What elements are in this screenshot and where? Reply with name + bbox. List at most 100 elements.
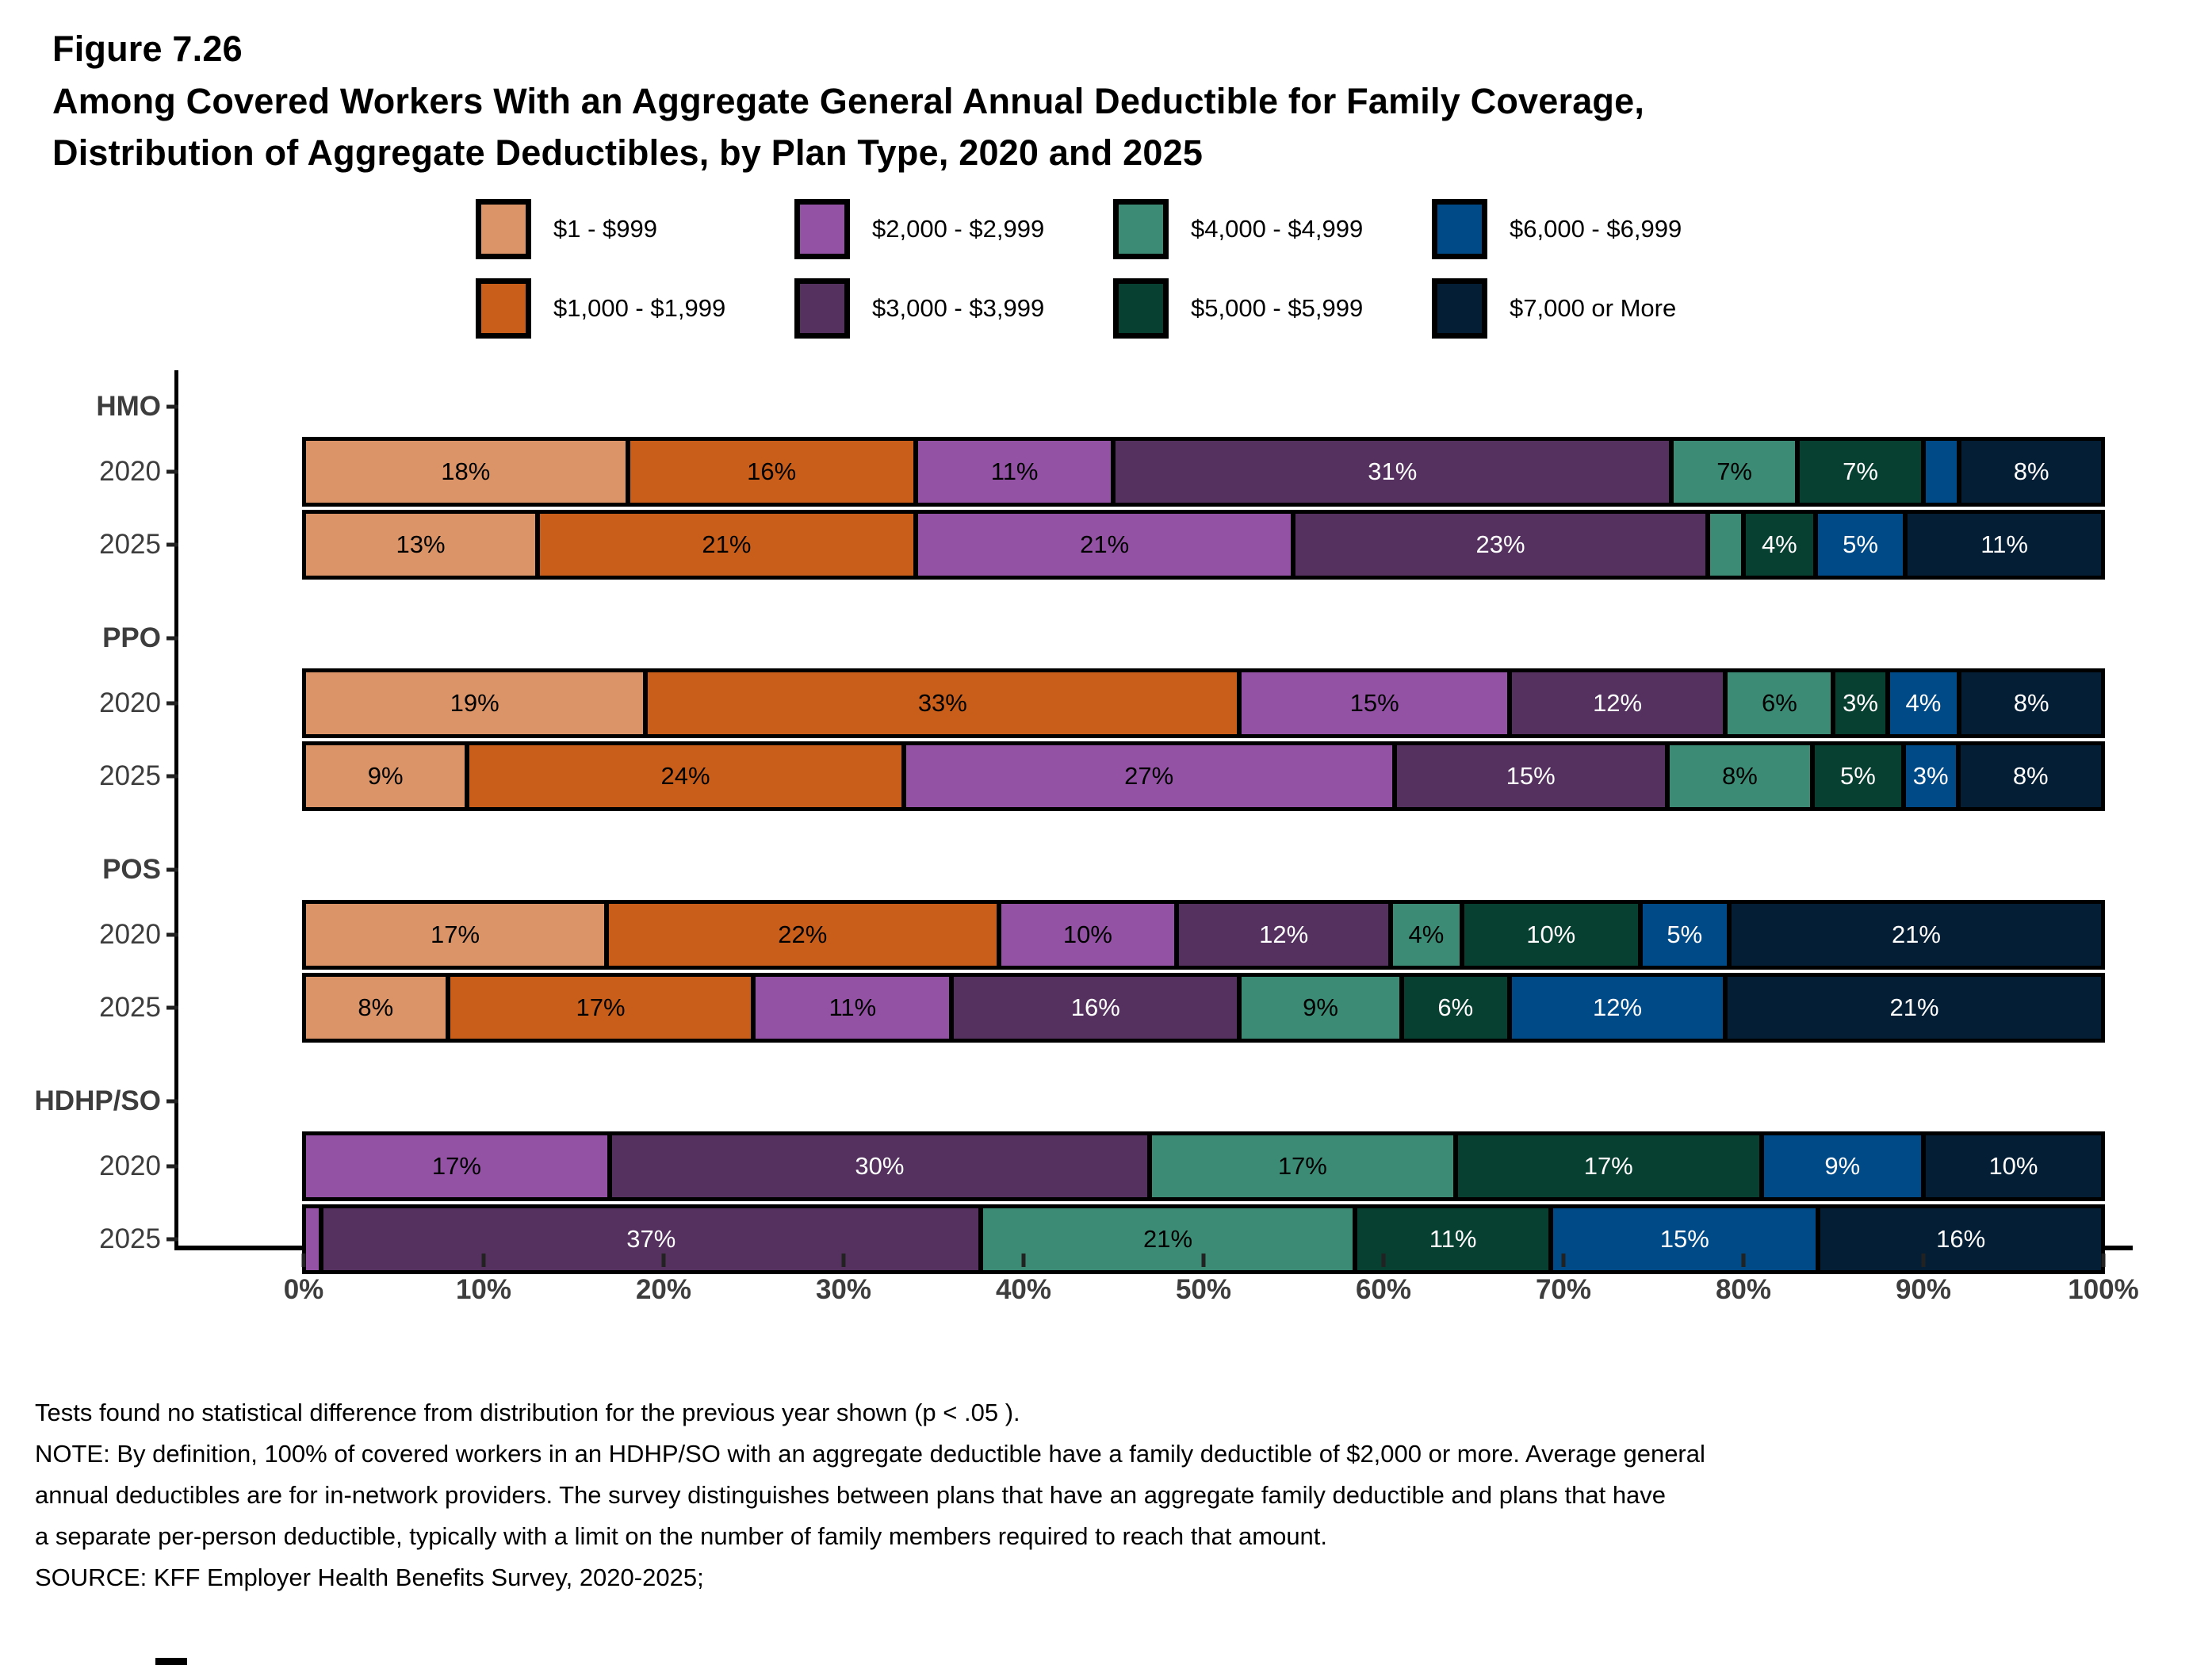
segment-value-label: 11% xyxy=(990,457,1039,486)
segment-value-label: 6% xyxy=(1437,993,1474,1022)
bar-segment: 8% xyxy=(304,974,448,1042)
bar-segment: 27% xyxy=(903,743,1395,810)
bar-row: 2020 17% 30% 17% 17% 9% 10% xyxy=(99,1133,2133,1200)
legend-swatch xyxy=(1113,278,1169,339)
axis-tick xyxy=(166,1099,178,1104)
axis-tick xyxy=(166,932,178,937)
segment-value-label: 15% xyxy=(1349,689,1399,718)
x-axis: 0% 10% 20% 30% 40% 50% 60% 70% 80% 90% 100% xyxy=(178,1250,2139,1330)
legend-item: $2,000 - $2,999 xyxy=(794,199,1099,260)
bar-segment: 21% xyxy=(915,511,1294,579)
segment-value-label: 21% xyxy=(702,530,752,559)
legend-label: $7,000 or More xyxy=(1510,294,1677,323)
stacked-bar-pos-2025: 8% 17% 11% 16% 9% 6% 12% 21% xyxy=(304,974,2103,1042)
bar-segment: 17% xyxy=(1455,1133,1762,1200)
x-axis-tick-label: 50% xyxy=(1175,1274,1232,1306)
axis-tick xyxy=(166,1164,178,1169)
year-label: 2020 xyxy=(99,919,161,951)
bar-segment: 12% xyxy=(1509,670,1726,737)
plot-rows: HMO 2020 18% 16% 11% 31% 7% 7% 8% 2025 13% 21% 21% 23… xyxy=(35,386,2133,1273)
legend-swatch xyxy=(476,278,531,339)
bar-segment: 5% xyxy=(1815,511,1906,579)
chart-title-line-2: Distribution of Aggregate Deductibles, b… xyxy=(52,132,1204,174)
group-label-row: HMO xyxy=(96,386,2133,427)
legend-item: $3,000 - $3,999 xyxy=(794,278,1099,339)
bar-segment: 21% xyxy=(538,511,916,579)
bar-row: 2020 19% 33% 15% 12% 6% 3% 4% 8% xyxy=(99,670,2133,737)
legend-item: $1,000 - $1,999 xyxy=(476,278,780,339)
x-axis-tick xyxy=(1561,1254,1566,1268)
legend-label: $5,000 - $5,999 xyxy=(1191,294,1364,323)
x-axis-tick-label: 20% xyxy=(635,1274,692,1306)
x-axis-tick-label: 80% xyxy=(1715,1274,1772,1306)
bar-segment: 21% xyxy=(981,1206,1356,1273)
legend-item: $4,000 - $4,999 xyxy=(1113,199,1418,260)
group-label-row: POS xyxy=(102,849,2133,890)
segment-value-label: 9% xyxy=(367,762,404,790)
bar-segment: 11% xyxy=(753,974,952,1042)
x-axis-tick xyxy=(1381,1254,1386,1268)
year-label: 2020 xyxy=(99,1150,161,1182)
year-label: 2025 xyxy=(99,1223,161,1255)
bar-segment xyxy=(1923,438,1960,506)
axis-tick xyxy=(166,1237,178,1242)
x-axis-tick-label: 30% xyxy=(815,1274,872,1306)
segment-value-label: 17% xyxy=(431,1152,481,1181)
bar-segment: 3% xyxy=(1833,670,1888,737)
footnotes: Tests found no statistical difference fr… xyxy=(35,1392,2212,1598)
segment-value-label: 17% xyxy=(1277,1152,1327,1181)
bar-segment: 21% xyxy=(1725,974,2103,1042)
segment-value-label: 5% xyxy=(1667,921,1703,949)
segment-value-label: 21% xyxy=(1143,1225,1193,1254)
segment-value-label: 19% xyxy=(450,689,499,718)
segment-value-label: 24% xyxy=(660,762,710,790)
segment-value-label: 12% xyxy=(1593,689,1643,718)
bar-segment: 7% xyxy=(1797,438,1923,506)
legend-label: $4,000 - $4,999 xyxy=(1191,215,1364,243)
x-axis-tick xyxy=(1741,1254,1746,1268)
bar-segment: 37% xyxy=(321,1206,982,1273)
year-label: 2020 xyxy=(99,687,161,719)
bar-segment: 10% xyxy=(1461,901,1640,969)
x-axis-tick xyxy=(2101,1254,2106,1268)
bar-segment: 4% xyxy=(1390,901,1462,969)
legend: $1 - $999 $2,000 - $2,999 $4,000 - $4,999 $… xyxy=(476,199,1736,339)
year-label: 2025 xyxy=(99,992,161,1024)
x-axis-tick xyxy=(661,1254,666,1268)
bar-segment: 4% xyxy=(1743,511,1816,579)
segment-value-label: 9% xyxy=(1824,1152,1861,1181)
year-label: 2025 xyxy=(99,529,161,561)
footnote-note-3: a separate per-person deductible, typica… xyxy=(35,1522,1328,1551)
segment-value-label: 4% xyxy=(1408,921,1445,949)
segment-value-label: 13% xyxy=(396,530,446,559)
segment-value-label: 8% xyxy=(358,993,394,1022)
legend-item: $7,000 or More xyxy=(1432,278,1736,339)
bar-row: 2020 18% 16% 11% 31% 7% 7% 8% xyxy=(99,438,2133,506)
segment-value-label: 23% xyxy=(1475,530,1525,559)
segment-value-label: 21% xyxy=(1080,530,1130,559)
bar-segment xyxy=(1707,511,1743,579)
x-axis-tick xyxy=(841,1254,846,1268)
legend-item: $1 - $999 xyxy=(476,199,780,260)
bar-segment: 6% xyxy=(1725,670,1834,737)
segment-value-label: 16% xyxy=(747,457,797,486)
segment-value-label: 22% xyxy=(778,921,828,949)
plan-label: PPO xyxy=(102,622,161,654)
x-axis-tick-label: 0% xyxy=(283,1274,324,1306)
bar-segment: 30% xyxy=(609,1133,1150,1200)
bar-segment: 19% xyxy=(304,670,646,737)
bar-segment: 17% xyxy=(304,901,607,969)
segment-value-label: 3% xyxy=(1912,762,1949,790)
bar-segment: 15% xyxy=(1239,670,1510,737)
segment-value-label: 18% xyxy=(441,457,491,486)
bar-segment: 16% xyxy=(627,438,916,506)
x-axis-tick-label: 70% xyxy=(1535,1274,1592,1306)
segment-value-label: 11% xyxy=(829,993,877,1022)
segment-value-label: 9% xyxy=(1303,993,1338,1022)
stacked-bar-chart: HMO 2020 18% 16% 11% 31% 7% 7% 8% 2025 13% 21% 21% 23… xyxy=(0,370,2212,1334)
segment-value-label: 16% xyxy=(1936,1225,1986,1254)
segment-value-label: 30% xyxy=(855,1152,905,1181)
segment-value-label: 6% xyxy=(1761,689,1797,718)
segment-value-label: 21% xyxy=(1891,921,1941,949)
stacked-bar-hdhpso-2020: 17% 30% 17% 17% 9% 10% xyxy=(304,1133,2103,1200)
